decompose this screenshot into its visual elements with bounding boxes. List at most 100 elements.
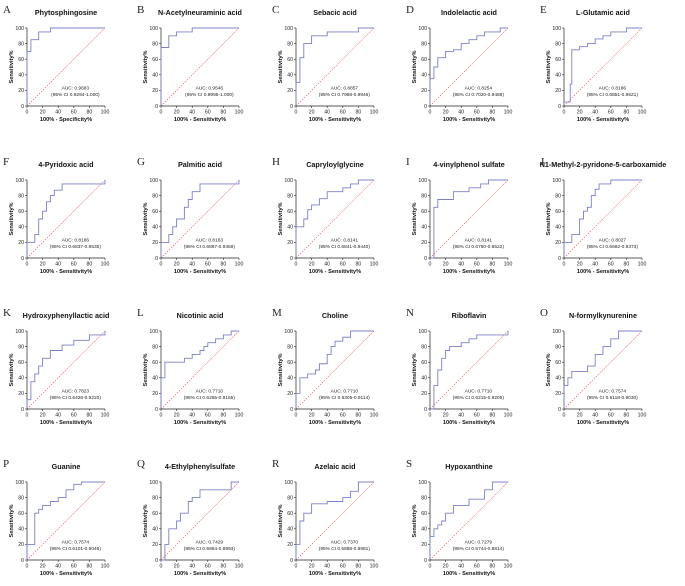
auc-ci: (95% CI 0.8995-1.000): [185, 92, 234, 98]
panel-title: Indolelactic acid: [441, 8, 497, 17]
reference-diagonal: [160, 481, 240, 561]
y-tick-label: 0: [558, 256, 561, 262]
x-tick-label: 60: [71, 564, 77, 570]
y-tick-label: 0: [558, 407, 561, 413]
y-tick-label: 40: [287, 73, 293, 79]
y-tick-label: 20: [287, 542, 293, 548]
x-tick-label: 20: [309, 262, 315, 268]
x-axis-label: 100% - Sensitivity%: [309, 117, 361, 123]
y-tick-label: 0: [155, 558, 158, 564]
panel-title: Capryloylglycine: [306, 160, 364, 169]
y-tick-label: 80: [287, 344, 293, 350]
x-tick-label: 0: [160, 110, 163, 116]
y-tick-label: 20: [18, 391, 24, 397]
y-tick-label: 60: [287, 360, 293, 366]
x-tick-label: 0: [26, 262, 29, 268]
y-tick-label: 40: [152, 527, 158, 533]
roc-curve-h: [295, 179, 374, 258]
y-axis-label: Sensitivity%: [546, 51, 552, 84]
y-tick-label: 80: [18, 495, 24, 501]
y-tick-label: 60: [18, 57, 24, 63]
y-axis-label: Sensitivity%: [412, 203, 418, 236]
panel-title: N-Acetylneuraminic acid: [158, 8, 242, 17]
x-tick-label: 100: [101, 110, 110, 116]
y-axis-label: Sensitivity%: [546, 203, 552, 236]
y-tick-label: 20: [421, 88, 427, 94]
panel-letter: Q: [137, 458, 145, 470]
auc-ci: (95% CI 0.6101-0.9046): [50, 546, 102, 552]
x-tick-label: 40: [55, 564, 61, 570]
x-tick-label: 60: [474, 413, 480, 419]
reference-diagonal: [429, 179, 509, 259]
x-axis-label: 100% - Sensitivity%: [174, 571, 226, 577]
y-tick-label: 100: [418, 329, 427, 335]
panel-title: N1-Methyl-2-pyridone-5-carboxamide: [540, 160, 667, 169]
x-tick-label: 40: [592, 262, 598, 268]
reference-diagonal: [295, 330, 375, 410]
y-tick-label: 40: [287, 376, 293, 382]
x-axis-label: 100% - Sensitivity%: [309, 269, 361, 275]
y-tick-label: 100: [418, 480, 427, 486]
x-axis-label: 100% - Sensitivity%: [443, 420, 495, 426]
y-tick-label: 60: [421, 511, 427, 517]
x-tick-label: 60: [340, 262, 346, 268]
y-tick-label: 40: [287, 527, 293, 533]
y-tick-label: 20: [555, 88, 561, 94]
y-tick-label: 20: [152, 88, 158, 94]
panel-letter: F: [3, 156, 9, 168]
x-tick-label: 0: [429, 262, 432, 268]
y-tick-label: 20: [555, 240, 561, 246]
y-axis-label: Sensitivity%: [9, 51, 15, 84]
roc-curve-c: [295, 27, 374, 106]
y-tick-label: 60: [152, 360, 158, 366]
panel-title: 4-Pyridoxic acid: [38, 160, 93, 169]
auc-ci: (95% CI 0.7020-0.9488): [453, 92, 505, 98]
x-tick-label: 80: [87, 564, 93, 570]
roc-panel-m: M Choline 0 20 40 60 80 100 0 20 40 60 80 100 100% - S…: [272, 307, 378, 426]
x-tick-label: 60: [205, 262, 211, 268]
y-tick-label: 60: [152, 209, 158, 215]
y-tick-label: 80: [421, 495, 427, 501]
panel-letter: C: [272, 4, 279, 16]
y-tick-label: 0: [424, 256, 427, 262]
roc-panel-b: B N-Acetylneuraminic acid 0 20 40 60 80 100 0 20 4…: [137, 4, 243, 123]
panel-letter: E: [540, 4, 547, 16]
roc-curve-k: [26, 331, 106, 409]
y-tick-label: 0: [290, 558, 293, 564]
roc-panel-k: K Hydroxyphenyllactic acid 0 20 40 60 80 100 0 20…: [3, 307, 109, 426]
auc-ci: (95% CI 0.6867-0.9459): [184, 244, 236, 250]
roc-curve-r: [295, 481, 374, 560]
x-tick-label: 80: [490, 110, 496, 116]
y-tick-label: 80: [421, 41, 427, 47]
panel-letter: P: [3, 458, 9, 470]
y-tick-label: 100: [149, 26, 158, 32]
y-tick-label: 80: [152, 193, 158, 199]
y-tick-label: 60: [287, 57, 293, 63]
x-tick-label: 100: [235, 262, 244, 268]
roc-curve-g: [160, 180, 240, 258]
auc-value: AUC: 0.7574: [599, 389, 627, 395]
panel-title: 4-Ethylphenylsulfate: [165, 462, 235, 471]
panel-letter: I: [406, 156, 410, 168]
y-axis-label: Sensitivity%: [412, 51, 418, 84]
panel-letter: N: [406, 307, 414, 319]
x-tick-label: 20: [443, 262, 449, 268]
y-tick-label: 60: [287, 209, 293, 215]
reference-diagonal: [563, 27, 643, 107]
x-axis-label: 100% - Sensitivity%: [577, 420, 629, 426]
y-axis-label: Sensitivity%: [278, 505, 284, 538]
y-tick-label: 60: [152, 57, 158, 63]
y-tick-label: 80: [18, 344, 24, 350]
auc-ci: (95% CI 0.5858-0.8881): [319, 546, 371, 552]
y-tick-label: 100: [552, 26, 561, 32]
auc-ci: (95% CI 0.6682-0.9373): [587, 244, 639, 250]
x-tick-label: 80: [221, 564, 227, 570]
x-tick-label: 20: [40, 262, 46, 268]
x-tick-label: 40: [189, 262, 195, 268]
x-tick-label: 80: [490, 413, 496, 419]
auc-value: AUC: 0.7429: [196, 540, 224, 546]
roc-panel-c: C Sebacic acid 0 20 40 60 80 100 0 20 40 60 80 100 100…: [272, 4, 378, 123]
x-tick-label: 80: [624, 110, 630, 116]
